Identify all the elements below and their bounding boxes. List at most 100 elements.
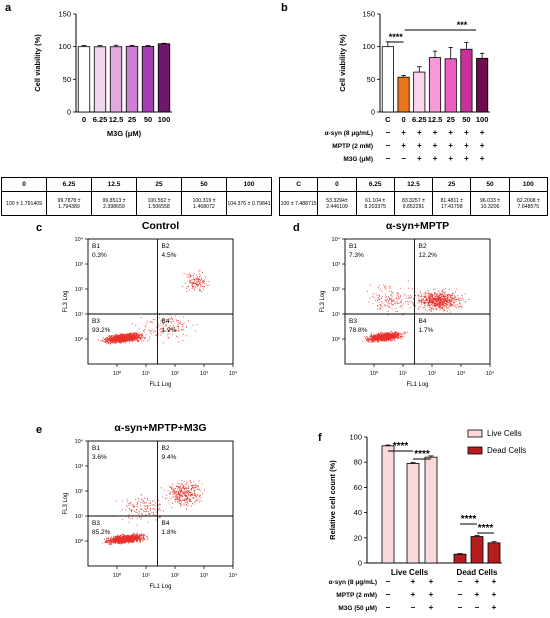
event-dot <box>141 537 143 539</box>
event-dot <box>121 534 123 535</box>
event-dot <box>142 333 143 335</box>
event-dot <box>109 541 111 543</box>
event-dot <box>186 508 188 510</box>
treatment-sign: + <box>464 128 469 137</box>
event-dot <box>385 333 387 335</box>
event-dot <box>434 303 436 305</box>
event-dot <box>449 295 451 296</box>
event-dot <box>130 338 132 339</box>
event-dot <box>199 275 201 277</box>
event-dot <box>139 338 141 340</box>
event-dot <box>107 337 108 338</box>
event-dot <box>168 330 170 332</box>
event-dot <box>428 295 430 297</box>
event-dot <box>124 540 126 542</box>
event-dot <box>447 294 449 296</box>
event-dot <box>435 301 437 303</box>
event-dot <box>128 540 130 541</box>
event-dot <box>397 337 398 339</box>
event-dot <box>389 333 391 335</box>
event-dot <box>118 334 120 336</box>
y-tick-label: 10² <box>332 287 340 293</box>
x-axis-label: FL1 Log <box>149 584 171 590</box>
event-dot <box>439 302 441 304</box>
event-dot <box>165 325 167 327</box>
event-dot <box>376 295 378 297</box>
event-dot <box>362 340 364 342</box>
event-dot <box>105 540 107 541</box>
event-dot <box>450 304 452 306</box>
event-dot <box>107 339 109 341</box>
event-dot <box>142 534 144 535</box>
event-dot <box>126 540 128 542</box>
event-dot <box>444 298 446 300</box>
event-dot <box>136 534 137 536</box>
event-dot <box>399 335 401 337</box>
event-dot <box>388 332 389 334</box>
event-dot <box>446 304 448 305</box>
event-dot <box>421 301 423 303</box>
event-dot <box>435 293 437 295</box>
event-dot <box>111 342 113 344</box>
event-dot <box>449 304 451 306</box>
event-dot <box>444 295 446 297</box>
event-dot <box>130 535 132 536</box>
event-dot <box>131 538 133 540</box>
event-dot <box>412 288 413 290</box>
event-dot <box>389 333 391 335</box>
event-dot <box>124 538 125 539</box>
event-dot <box>118 337 120 339</box>
event-dot <box>382 340 383 342</box>
event-dot <box>369 340 371 341</box>
event-dot <box>439 303 441 305</box>
panel-letter-b: b <box>281 2 288 14</box>
event-dot <box>128 537 130 539</box>
event-dot <box>404 333 406 335</box>
event-dot <box>438 291 440 293</box>
event-dot <box>105 339 107 341</box>
event-dot <box>190 482 192 484</box>
event-dot <box>371 341 373 343</box>
event-dot <box>381 336 383 338</box>
event-dot <box>115 541 117 543</box>
event-dot <box>139 337 141 339</box>
event-dot <box>387 314 389 316</box>
event-dot <box>434 291 436 293</box>
event-dot <box>389 299 391 301</box>
event-dot <box>381 331 383 333</box>
event-dot <box>385 339 387 341</box>
event-dot <box>119 334 121 336</box>
event-dot <box>109 341 111 343</box>
event-dot <box>369 338 371 340</box>
bar <box>125 45 139 113</box>
event-dot <box>386 339 388 341</box>
event-dot <box>120 341 122 343</box>
event-dot <box>373 296 375 298</box>
event-dot <box>450 302 452 304</box>
event-dot <box>133 540 135 542</box>
event-dot <box>122 537 124 538</box>
event-dot <box>392 335 394 337</box>
event-dot <box>139 337 141 338</box>
event-dot <box>400 336 402 338</box>
event-dot <box>118 540 120 541</box>
event-dot <box>204 286 206 288</box>
event-dot <box>182 499 184 501</box>
event-dot <box>116 338 118 340</box>
event-dot <box>438 294 440 296</box>
event-dot <box>138 336 140 338</box>
event-dot <box>443 299 445 301</box>
event-dot <box>122 334 124 336</box>
event-dot <box>449 305 451 307</box>
event-dot <box>377 287 379 289</box>
event-dot <box>144 329 146 331</box>
event-dot <box>390 338 392 340</box>
x-tick-label: 0 <box>82 115 86 124</box>
event-dot <box>427 304 429 306</box>
event-dot <box>107 341 109 343</box>
event-dot <box>199 282 201 284</box>
event-dot <box>139 334 140 336</box>
event-dot <box>385 337 387 339</box>
event-dot <box>137 537 139 539</box>
event-dot <box>400 300 402 302</box>
